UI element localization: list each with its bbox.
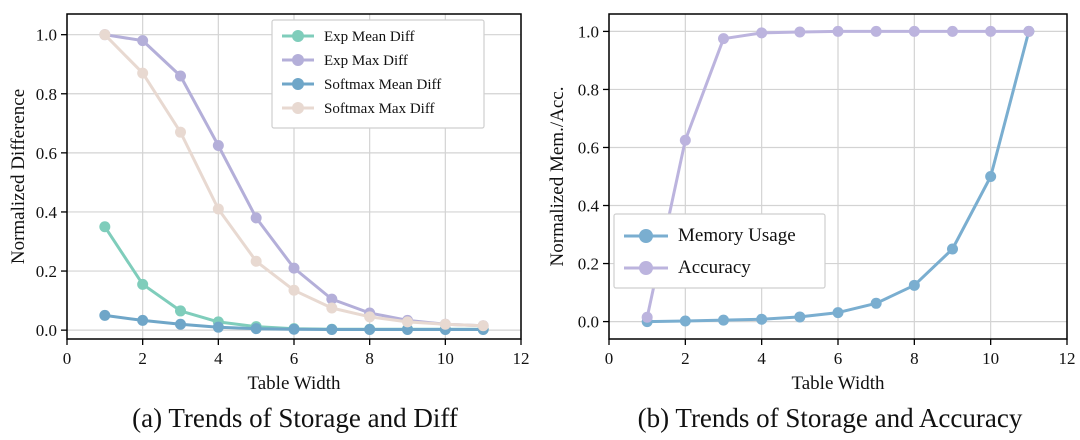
legend-marker [292, 54, 304, 66]
data-point [99, 221, 111, 233]
figure-caption: (b) Trends of Storage and Accuracy [638, 403, 1023, 433]
figure-caption: (a) Trends of Storage and Diff [132, 403, 458, 433]
data-point [402, 324, 413, 336]
legend-label: Exp Max Diff [324, 53, 408, 69]
x-tick-label: 10 [437, 349, 454, 368]
data-point [212, 203, 224, 215]
data-point [175, 305, 186, 317]
data-point [99, 309, 111, 321]
data-point [641, 311, 653, 323]
legend-label: Exp Mean Diff [324, 29, 415, 45]
y-tick-label: 0.8 [36, 85, 57, 104]
data-point [832, 25, 844, 37]
data-point [250, 255, 262, 267]
legend-label: Softmax Max Diff [324, 101, 435, 117]
data-point [718, 314, 729, 326]
data-point [1023, 25, 1035, 37]
legend-marker [292, 78, 304, 90]
x-tick-label: 6 [290, 349, 299, 368]
y-tick-label: 0.0 [578, 313, 599, 332]
data-point [908, 25, 920, 37]
y-tick-label: 0.6 [578, 138, 599, 157]
data-point [870, 297, 882, 309]
data-point [908, 279, 920, 291]
data-point [756, 27, 768, 39]
data-point [679, 134, 691, 146]
y-tick-label: 1.0 [36, 26, 57, 45]
data-point [439, 318, 451, 330]
data-point [364, 311, 376, 323]
data-point [756, 313, 768, 325]
data-point [794, 26, 806, 38]
data-point [137, 278, 149, 290]
y-tick-label: 0.2 [36, 262, 57, 281]
data-point [250, 212, 262, 224]
data-point [288, 284, 300, 296]
x-tick-label: 12 [1059, 349, 1076, 368]
data-point [947, 25, 958, 37]
data-point [288, 323, 300, 335]
data-point [137, 35, 149, 47]
data-point [794, 311, 806, 323]
legend-box [271, 19, 485, 129]
x-tick-label: 10 [982, 349, 999, 368]
data-point [326, 324, 338, 336]
data-point [364, 324, 376, 336]
y-tick-label: 0.0 [36, 321, 57, 340]
legend-label: Memory Usage [678, 225, 796, 246]
data-point [288, 262, 300, 274]
data-point [137, 67, 149, 79]
data-point [175, 70, 186, 82]
x-axis-label: Table Width [247, 373, 341, 394]
legend-marker [292, 30, 304, 42]
data-point [175, 318, 186, 330]
data-point [250, 323, 262, 335]
data-point [326, 302, 338, 314]
x-tick-label: 6 [834, 349, 843, 368]
y-axis-label: Normalized Difference [8, 89, 29, 264]
data-point [832, 307, 844, 319]
data-point [985, 171, 997, 182]
panel-b: 0 2 4 6 8 10 12 0.0 0.2 0.4 0.6 0.8 1.0 Table Width No… [547, 13, 1076, 433]
y-tick-label: 0.8 [578, 80, 599, 99]
legend-label: Accuracy [678, 257, 751, 278]
data-point [985, 25, 997, 37]
y-tick-label: 0.4 [578, 197, 600, 216]
x-tick-label: 0 [605, 349, 614, 368]
data-point [870, 25, 882, 37]
data-point [718, 33, 729, 45]
x-tick-label: 2 [138, 349, 147, 368]
data-point [679, 315, 691, 327]
y-tick-label: 0.2 [578, 255, 599, 274]
data-point [99, 29, 111, 41]
x-tick-label: 2 [681, 349, 690, 368]
y-tick-label: 0.6 [36, 144, 57, 163]
x-axis-label: Table Width [791, 373, 885, 394]
y-tick-label: 1.0 [578, 22, 599, 41]
legend-label: Softmax Mean Diff [324, 77, 441, 93]
x-tick-label: 8 [365, 349, 374, 368]
x-tick-label: 12 [513, 349, 530, 368]
y-axis-label: Normalized Mem./Acc. [547, 87, 568, 267]
data-point [477, 320, 489, 332]
x-tick-label: 4 [757, 349, 766, 368]
data-point [212, 321, 224, 333]
data-point [947, 243, 958, 255]
x-tick-label: 8 [910, 349, 919, 368]
legend-marker [639, 261, 653, 275]
legend-marker [292, 102, 304, 114]
data-point [212, 139, 224, 151]
panel-a: 0 2 4 6 8 10 12 0.0 0.2 0.4 0.6 0.8 1.0 Table Width No… [8, 13, 530, 433]
legend-marker [639, 229, 653, 243]
data-point [175, 126, 186, 138]
data-point [402, 316, 413, 328]
x-tick-label: 0 [63, 349, 72, 368]
data-point [326, 293, 338, 305]
x-tick-label: 4 [214, 349, 223, 368]
y-tick-label: 0.4 [36, 203, 58, 222]
data-point [137, 314, 149, 326]
